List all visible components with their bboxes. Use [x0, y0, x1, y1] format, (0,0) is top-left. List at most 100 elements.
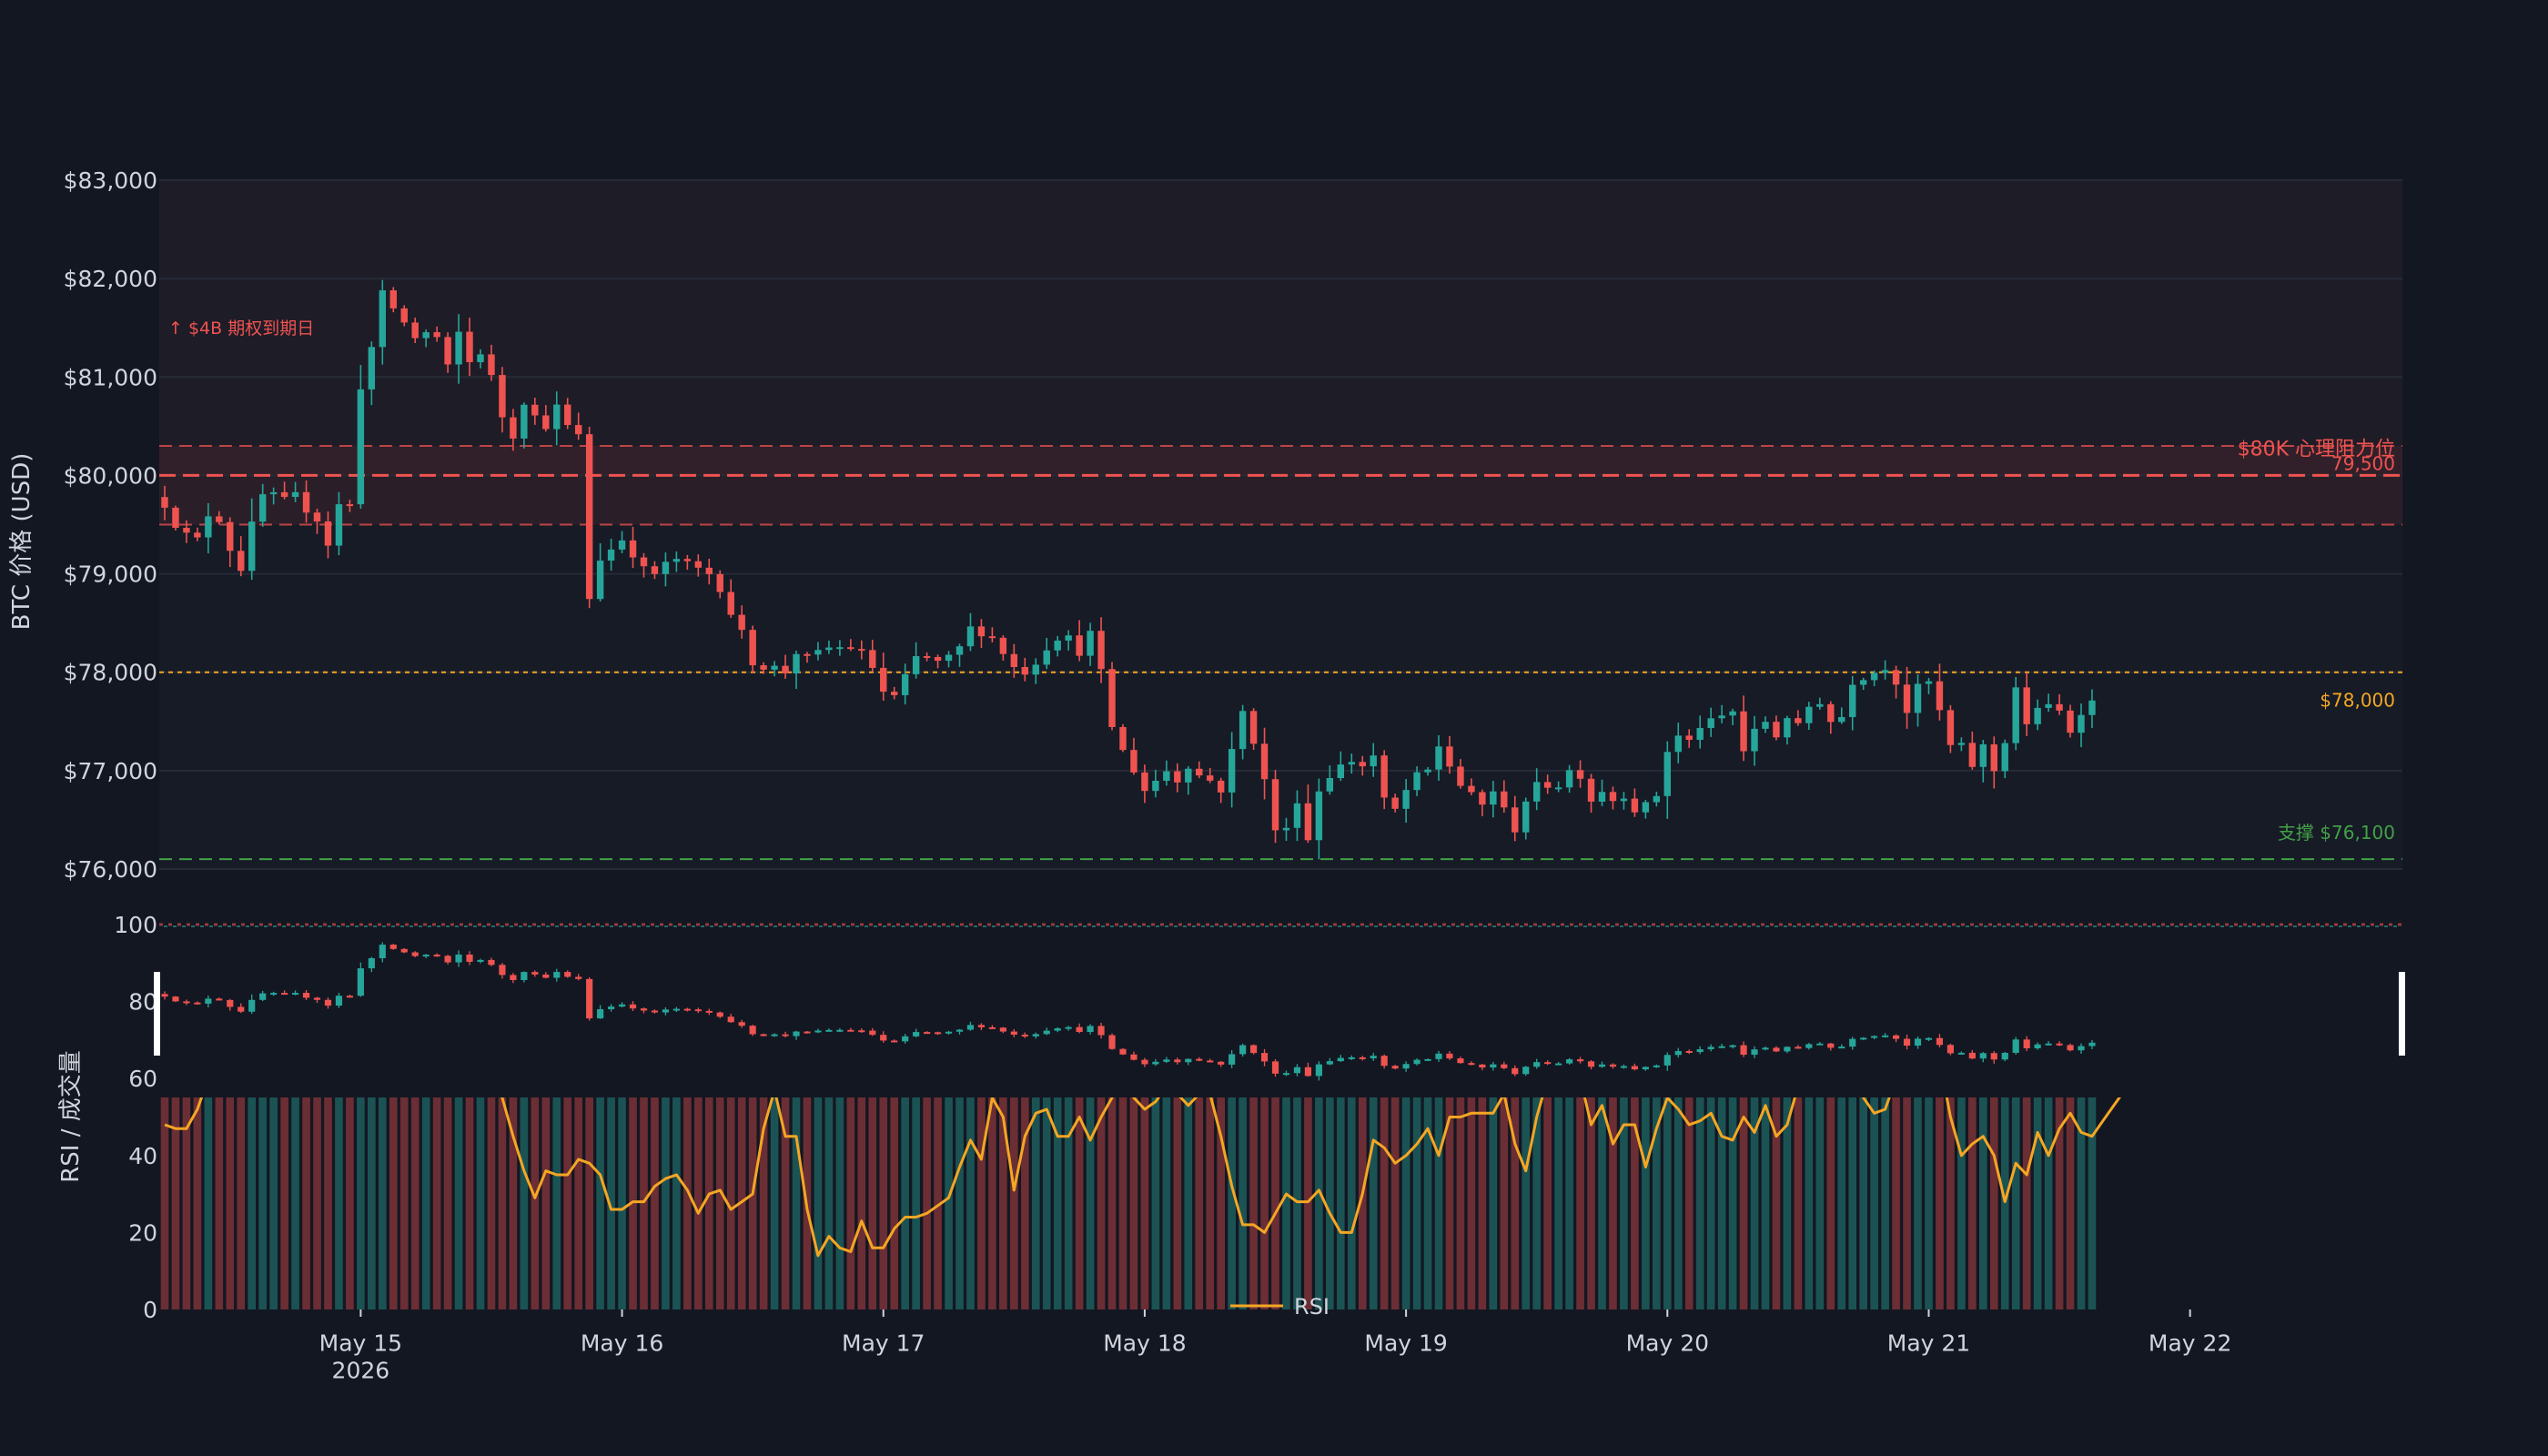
- candle-body: [814, 650, 822, 655]
- candle-body: [923, 656, 931, 659]
- candle-body: [2023, 687, 2030, 724]
- mini-candle-body: [924, 1032, 931, 1035]
- mini-candle-body: [357, 968, 364, 996]
- candle-body: [1315, 791, 1323, 841]
- volume-bar: [1456, 1097, 1465, 1309]
- volume-bar: [1881, 1097, 1889, 1309]
- x-tick-label: May 19: [1364, 1330, 1447, 1356]
- candle-body: [1021, 667, 1029, 675]
- volume-bar: [2011, 1097, 2020, 1309]
- candle-body: [836, 647, 844, 650]
- candle-body: [727, 592, 734, 615]
- volume-bar: [748, 1097, 757, 1309]
- volume-bar: [956, 1097, 964, 1309]
- candle-body: [585, 434, 593, 600]
- mini-candle-body: [1685, 1050, 1693, 1053]
- range-handle-left[interactable]: [154, 972, 160, 1056]
- mini-candle-body: [836, 1029, 844, 1032]
- candle-body: [1565, 770, 1573, 788]
- volume-bar: [1609, 1097, 1617, 1309]
- volume-bar: [1598, 1097, 1606, 1309]
- volume-bar: [1239, 1097, 1247, 1309]
- candle-body: [1108, 669, 1116, 727]
- price-y-axis-label: BTC 价格 (USD): [8, 453, 35, 631]
- mini-candle-body: [608, 1006, 615, 1010]
- candle-body: [1479, 792, 1486, 805]
- price-candles: [161, 279, 2096, 860]
- mini-candle-body: [793, 1031, 800, 1036]
- mini-candle-body: [575, 976, 582, 979]
- candle-body: [1859, 680, 1867, 685]
- volume-bar: [1380, 1097, 1389, 1309]
- mini-candle-body: [1108, 1035, 1116, 1049]
- mini-candle-body: [1304, 1067, 1312, 1077]
- volume-bar: [1412, 1097, 1421, 1309]
- volume-bar: [1118, 1097, 1127, 1309]
- range-handle-right[interactable]: [2399, 972, 2405, 1056]
- mini-candle-body: [1751, 1049, 1758, 1056]
- volume-bar: [966, 1097, 975, 1309]
- mini-candle-body: [1936, 1037, 1944, 1046]
- candle-body: [804, 653, 811, 656]
- mini-candle-body: [1152, 1061, 1159, 1065]
- mini-candle-body: [553, 972, 561, 978]
- candle-body: [2056, 703, 2063, 711]
- candle-body: [966, 626, 975, 647]
- mini-candle-body: [771, 1034, 778, 1036]
- candle-body: [1609, 792, 1617, 802]
- mini-candle-body: [466, 954, 473, 962]
- volume-bar: [726, 1097, 735, 1309]
- volume-bar: [1206, 1097, 1215, 1309]
- candle-body: [346, 504, 354, 507]
- candle-body: [1337, 764, 1345, 779]
- mini-candle-body: [1413, 1059, 1421, 1065]
- rsi-legend-label: RSI: [1294, 1294, 1330, 1320]
- mini-candle-body: [194, 1002, 201, 1005]
- indicator-tick-label: 40: [128, 1143, 157, 1169]
- mini-candle-body: [738, 1022, 745, 1026]
- candle-body: [368, 347, 376, 389]
- mini-candle-body: [1087, 1026, 1094, 1033]
- candle-body: [1990, 743, 1997, 772]
- mini-candle-body: [1620, 1066, 1628, 1068]
- candle-body: [1957, 743, 1966, 745]
- volume-bar: [1522, 1097, 1531, 1309]
- volume-bar: [1249, 1097, 1258, 1309]
- x-tick-label: May 17: [842, 1330, 925, 1356]
- mini-candle-body: [1555, 1063, 1562, 1066]
- volume-bar: [1543, 1097, 1552, 1309]
- mini-candle-body: [1185, 1058, 1192, 1063]
- volume-bar: [1478, 1097, 1487, 1309]
- mini-candle-body: [1838, 1046, 1845, 1049]
- mini-candle-body: [1326, 1061, 1333, 1065]
- mini-candle-body: [270, 993, 278, 996]
- candle-body: [1870, 672, 1878, 681]
- volume-bar: [531, 1097, 540, 1309]
- candle-body: [1468, 785, 1475, 793]
- mini-candle-body: [1598, 1064, 1606, 1067]
- volume-bar: [509, 1097, 518, 1309]
- candle-body: [1435, 746, 1442, 770]
- x-tick-label: May 15: [319, 1330, 402, 1356]
- candle-body: [531, 404, 539, 416]
- volume-bar: [1467, 1097, 1476, 1309]
- mini-candle-body: [335, 996, 343, 1006]
- volume-bar: [824, 1097, 834, 1309]
- reference-label-current: $78,000: [2320, 690, 2395, 712]
- mini-candle-body: [1925, 1037, 1933, 1040]
- indicator-tick-label: 80: [128, 989, 157, 1016]
- volume-bar: [1031, 1097, 1040, 1309]
- volume-bar: [1903, 1097, 1911, 1309]
- candle-body: [1946, 710, 1955, 745]
- mini-candle-body: [1707, 1046, 1714, 1049]
- volume-bar: [1500, 1097, 1509, 1309]
- volume-bar: [857, 1097, 866, 1309]
- volume-bar: [1347, 1097, 1356, 1309]
- volume-bar: [291, 1097, 299, 1309]
- price-y-ticks: $76,000 $77,000 $78,000 $79,000 $80,000 $81,0…: [64, 167, 157, 883]
- volume-bar: [1706, 1097, 1715, 1309]
- candle-body: [596, 561, 604, 600]
- volume-bar: [1587, 1097, 1595, 1309]
- volume-bar: [1489, 1097, 1498, 1309]
- mini-candle-body: [934, 1032, 942, 1035]
